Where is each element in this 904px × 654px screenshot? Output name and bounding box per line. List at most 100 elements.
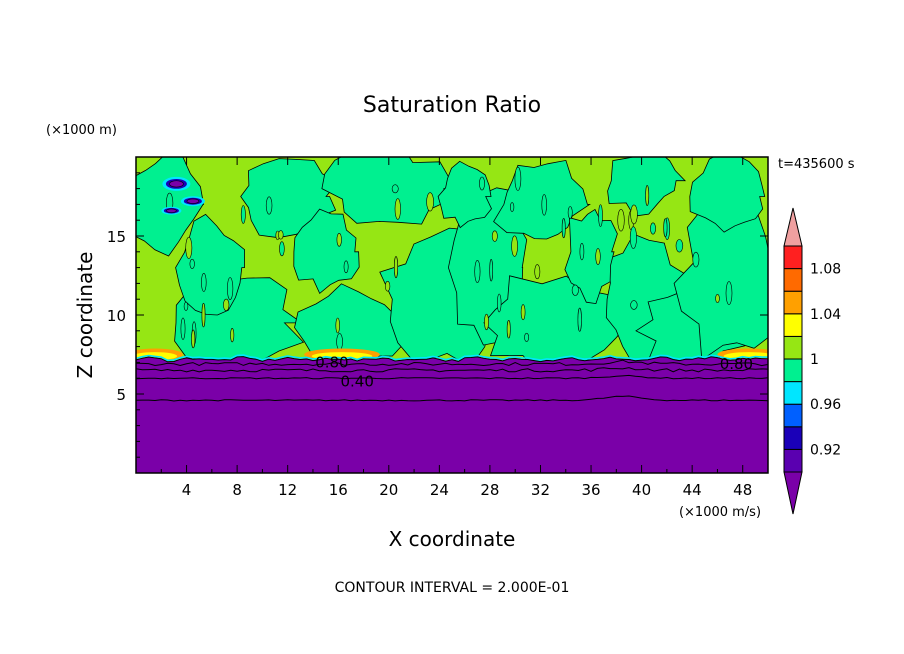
colorbar-low-extension [783, 471, 803, 515]
streak [278, 230, 284, 240]
upper-left-dry-patch [161, 176, 205, 215]
streak [201, 302, 206, 328]
moist-patch [293, 208, 360, 295]
x-unit-label: (×1000 m/s) [679, 505, 761, 520]
streak [514, 166, 522, 191]
streak [265, 196, 273, 215]
streak [426, 192, 434, 212]
colorbar-segment [783, 313, 803, 337]
colorbar-segment [783, 403, 803, 428]
corner-dry-core [166, 208, 177, 213]
streak [489, 259, 494, 282]
streak [394, 198, 401, 220]
colorbar-label: 0.92 [810, 442, 841, 458]
colorbar-segment [783, 358, 803, 383]
x-tick-label: 32 [531, 481, 550, 499]
colorbar-label: 1.04 [810, 307, 841, 323]
colorbar-segment [783, 268, 803, 292]
streak [185, 236, 193, 259]
streak [595, 248, 601, 265]
colorbar-segment [783, 245, 803, 270]
streak [240, 205, 246, 224]
streak [715, 293, 720, 303]
streak [725, 281, 733, 305]
moist-patch [437, 160, 492, 229]
colorbar-label: 1 [810, 352, 819, 368]
time-label: t=435600 s [778, 157, 855, 172]
chart-title: Saturation Ratio [363, 93, 541, 118]
dry-layer [136, 356, 768, 473]
x-tick-label: 12 [278, 481, 297, 499]
contour-label: 0.80 [315, 353, 348, 371]
x-tick-label: 8 [232, 481, 242, 499]
contour-plot-area [136, 157, 768, 473]
contour-label: 0.80 [720, 355, 753, 373]
streak [497, 293, 502, 313]
x-tick-label: 28 [480, 481, 499, 499]
moist-patch [673, 193, 768, 361]
moist-patch [321, 157, 456, 225]
colorbar-segment [783, 426, 803, 450]
streak [598, 204, 603, 227]
streak [567, 206, 573, 219]
y-tick-label: 15 [107, 228, 126, 246]
streak [650, 222, 656, 235]
x-tick-label: 4 [182, 481, 192, 499]
dry-layer-contours [136, 354, 768, 402]
y-axis-label: Z coordinate [73, 252, 97, 379]
x-tick-label: 16 [329, 481, 348, 499]
streak [630, 204, 638, 225]
y-tick-label: 5 [116, 386, 126, 404]
streak [571, 284, 579, 296]
x-tick-label: 20 [379, 481, 398, 499]
x-tick-label: 40 [632, 481, 651, 499]
streak [336, 233, 342, 247]
streak [479, 176, 485, 191]
dry-contour-line [136, 367, 768, 373]
colorbar-segment [783, 448, 803, 473]
x-tick-label: 36 [581, 481, 600, 499]
streak [692, 251, 700, 268]
streak [183, 301, 189, 311]
streak [393, 256, 398, 279]
streak [524, 332, 529, 342]
dry-contour-line [136, 359, 768, 367]
dry-contour-line [136, 374, 768, 380]
contour-label: 0.40 [340, 372, 373, 390]
streak [189, 258, 195, 269]
moist-fringe-line [136, 354, 768, 362]
streak [509, 202, 515, 212]
streak [230, 328, 235, 343]
moist-patch [564, 208, 618, 305]
streak [385, 280, 391, 292]
streak [520, 304, 526, 321]
contour-labels: 0.800.400.80 [315, 353, 753, 390]
contour-interval-note: CONTOUR INTERVAL = 2.000E-01 [335, 580, 570, 596]
x-axis-label: X coordinate [389, 527, 516, 551]
y-unit-label: (×1000 m) [46, 123, 117, 138]
streak [391, 184, 399, 194]
streak [227, 277, 234, 300]
streak [617, 209, 625, 232]
corner-dry-core [169, 180, 184, 188]
streak [335, 317, 340, 334]
y-tick-label: 10 [107, 307, 126, 325]
streak [474, 259, 481, 283]
colorbar-segment [783, 290, 803, 315]
streak [201, 272, 207, 292]
streak [663, 218, 668, 237]
streak [534, 264, 541, 280]
streak [336, 333, 343, 351]
x-tick-label: 48 [733, 481, 752, 499]
streak [279, 241, 285, 257]
streak [630, 300, 638, 310]
streak [675, 239, 684, 253]
streak [491, 230, 498, 242]
streak [577, 307, 582, 332]
streak [223, 298, 230, 312]
streak [191, 329, 196, 349]
colorbar-segment [783, 335, 803, 360]
x-tick-label: 24 [430, 481, 449, 499]
streak [541, 194, 547, 216]
streak [511, 235, 518, 257]
